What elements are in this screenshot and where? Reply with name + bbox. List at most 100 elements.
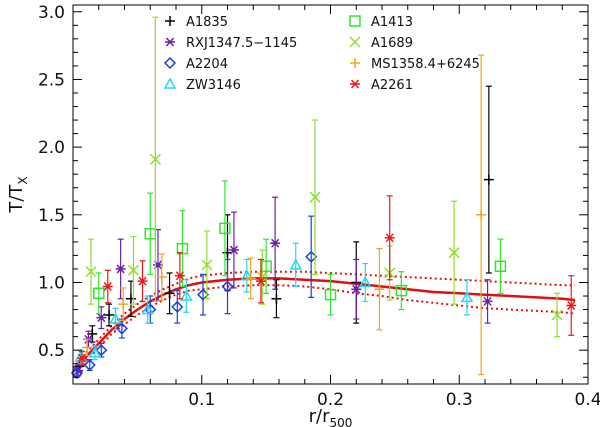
marker-cross-b (309, 191, 321, 203)
data-point (164, 272, 175, 315)
legend-entry: A2204 (163, 56, 228, 72)
marker-cross-b (149, 153, 161, 165)
x-axis-label-sub: 500 (329, 416, 352, 427)
marker-square (93, 287, 105, 300)
marker-diamond (115, 322, 128, 335)
marker-triangle (163, 77, 177, 89)
data-point (324, 273, 337, 316)
data-point (384, 195, 395, 281)
data-point (271, 279, 282, 319)
series-a2204 (70, 215, 318, 380)
y-tick-label: 2.5 (38, 70, 65, 90)
fit-layer (72, 270, 576, 377)
data-point (137, 260, 148, 303)
legend-label: A2204 (186, 57, 228, 72)
marker-diamond (144, 303, 157, 316)
marker-asterisk-b (175, 271, 184, 281)
data-point (83, 358, 96, 372)
data-point (174, 252, 185, 300)
legend-label: ZW3146 (186, 78, 241, 93)
data-point (566, 275, 577, 336)
marker-asterisk-b (77, 353, 87, 363)
marker-asterisk-b (97, 313, 106, 323)
marker-cross-b (448, 247, 460, 259)
marker-asterisk-b (103, 282, 112, 292)
x-tick-label: 0.4 (574, 390, 600, 410)
marker-cross-b (349, 36, 361, 48)
marker-triangle (358, 275, 372, 288)
data-point (77, 350, 88, 366)
axis-ticks: 0.1 0.2 0.3 0.4 0.5 1.0 1.5 2.0 2.5 3.0 (38, 3, 600, 410)
fit-curve (72, 277, 576, 373)
marker-square (494, 260, 507, 272)
legend-label: MS1358.4+6245 (371, 57, 480, 72)
data-point (104, 303, 115, 327)
data-point (149, 16, 161, 303)
marker-triangle (460, 290, 474, 303)
y-axis-label-sub: X (16, 176, 30, 184)
marker-asterisk-b (352, 284, 361, 294)
marker-asterisk-b (229, 245, 239, 255)
data-point (460, 279, 474, 316)
marker-cross-b (201, 259, 213, 271)
marker-square (395, 284, 408, 297)
fit-band-lower (72, 284, 576, 377)
y-axis-label: T/TX (6, 176, 30, 213)
marker-cross-b (551, 309, 563, 321)
data-point (88, 345, 102, 361)
data-point (93, 272, 105, 315)
data-point (109, 307, 122, 331)
data-point (245, 257, 256, 300)
series-a1413 (93, 180, 507, 316)
y-axis-label-main: T/T (6, 184, 27, 214)
x-axis-label-main: r/r (309, 406, 330, 427)
legend-label: A2261 (371, 78, 413, 93)
marker-diamond (221, 280, 234, 293)
marker-diamond (163, 56, 177, 70)
marker-asterisk-b (138, 276, 147, 286)
series-a2261 (77, 195, 577, 366)
marker-cross-b (85, 266, 97, 278)
data-points-layer (70, 16, 577, 380)
marker-diamond (70, 367, 83, 380)
marker-asterisk-b (567, 300, 576, 310)
x-axis-label: r/r500 (309, 406, 353, 427)
marker-triangle (289, 258, 303, 270)
marker-triangle (141, 303, 154, 315)
data-point (115, 238, 126, 300)
legend-entry: A2261 (350, 78, 413, 93)
data-point (476, 54, 487, 376)
data-point (395, 271, 408, 311)
data-point (125, 280, 136, 317)
x-tick-label: 0.1 (188, 390, 215, 410)
legend-entry: MS1358.4+6245 (350, 57, 480, 72)
x-tick-label: 0.2 (317, 390, 344, 410)
marker-cross-b (127, 264, 140, 276)
legend-label: A1413 (371, 15, 413, 30)
marker-asterisk-b (350, 79, 360, 89)
y-tick-label: 0.5 (38, 341, 65, 361)
marker-square (349, 15, 361, 27)
data-point (85, 238, 97, 305)
data-point (141, 295, 154, 324)
data-point (156, 253, 167, 301)
legend-label: A1689 (371, 36, 413, 51)
data-point (483, 85, 494, 274)
data-point (374, 248, 385, 331)
marker-square (219, 222, 231, 235)
y-tick-label: 1.0 (38, 273, 65, 293)
marker-asterisk-b (165, 37, 175, 47)
y-tick-label: 1.5 (38, 206, 65, 226)
marker-asterisk-b (256, 276, 266, 286)
marker-triangle (180, 289, 193, 301)
legend-entry: ZW3146 (163, 77, 241, 93)
marker-square (176, 242, 189, 255)
marker-asterisk-b (271, 238, 280, 248)
marker-triangle (240, 269, 254, 281)
marker-asterisk-b (385, 233, 394, 243)
legend: A1835 RXJ1347.5−1145 A2204 ZW3146 A1413 A1689… (163, 15, 480, 93)
data-point (240, 258, 254, 293)
legend-entry: A1413 (349, 15, 413, 30)
data-point (309, 119, 321, 275)
